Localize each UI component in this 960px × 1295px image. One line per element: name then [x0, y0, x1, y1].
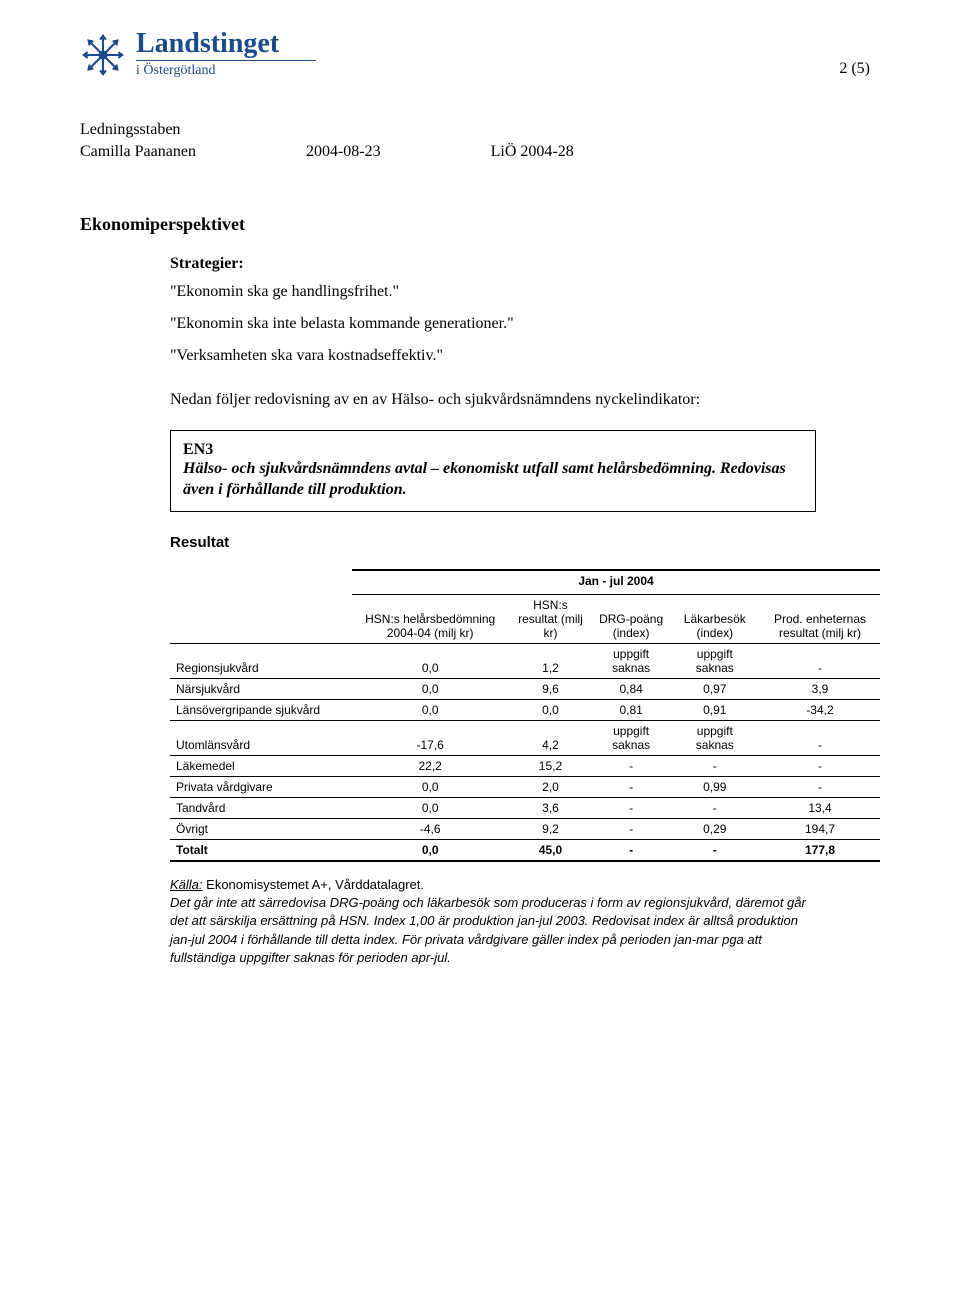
- table-row: Länsövergripande sjukvård0,00,00,810,91-…: [170, 699, 880, 720]
- table-cell: -: [760, 755, 880, 776]
- table-row: Privata vårdgivare0,02,0-0,99-: [170, 776, 880, 797]
- table-row-label: Regionsjukvård: [170, 643, 352, 678]
- table-cell: -4,6: [352, 818, 508, 839]
- table-cell: 13,4: [760, 797, 880, 818]
- table-row-label: Läkemedel: [170, 755, 352, 776]
- table-cell: 2,0: [508, 776, 592, 797]
- table-cell: 0,0: [508, 699, 592, 720]
- table-col-header: [170, 594, 352, 643]
- table-cell: 9,6: [508, 678, 592, 699]
- table-cell: -: [760, 776, 880, 797]
- table-col-header: Läkarbesök (index): [670, 594, 760, 643]
- table-cell: -: [760, 720, 880, 755]
- table-row-label: Länsövergripande sjukvård: [170, 699, 352, 720]
- table-cell: 0,97: [670, 678, 760, 699]
- table-cell: -: [593, 755, 670, 776]
- table-cell: -: [593, 818, 670, 839]
- table-cell: uppgiftsaknas: [593, 720, 670, 755]
- source-text: Ekonomisystemet A+, Vårddatalagret.: [203, 877, 424, 892]
- snowflake-icon: [80, 32, 126, 78]
- table-cell: uppgiftsaknas: [670, 643, 760, 678]
- table-cell: -: [760, 643, 880, 678]
- table-cell: 0,91: [670, 699, 760, 720]
- table-cell: 0,99: [670, 776, 760, 797]
- table-cell: 194,7: [760, 818, 880, 839]
- footnote-body: Det går inte att särredovisa DRG-poäng o…: [170, 895, 806, 965]
- table-cell: -: [670, 797, 760, 818]
- table-col-header: Prod. enheternas resultat (milj kr): [760, 594, 880, 643]
- table-cell: uppgiftsaknas: [593, 643, 670, 678]
- table-row-label: Totalt: [170, 839, 352, 861]
- table-col-header: HSN:s resultat (milj kr): [508, 594, 592, 643]
- table-cell: 0,0: [352, 776, 508, 797]
- table-cell: 0,81: [593, 699, 670, 720]
- resultat-heading: Resultat: [170, 534, 880, 551]
- author: Camilla Paananen: [80, 141, 196, 163]
- section-title: Ekonomiperspektivet: [80, 214, 880, 235]
- org-name: Landstinget: [136, 30, 316, 58]
- table-row: Tandvård0,03,6--13,4: [170, 797, 880, 818]
- doc-header: Ledningsstaben Camilla Paananen 2004-08-…: [80, 119, 880, 164]
- table-row-label: Utomlänsvård: [170, 720, 352, 755]
- table-cell: -17,6: [352, 720, 508, 755]
- table-cell: 177,8: [760, 839, 880, 861]
- table-row-label: Övrigt: [170, 818, 352, 839]
- table-row: Läkemedel22,215,2---: [170, 755, 880, 776]
- org-subname: i Östergötland: [136, 63, 316, 79]
- table-row-label: Tandvård: [170, 797, 352, 818]
- table-cell: 3,6: [508, 797, 592, 818]
- org-logo: Landstinget i Östergötland: [80, 30, 880, 79]
- table-row-label: Privata vårdgivare: [170, 776, 352, 797]
- doc-ref: LiÖ 2004-28: [491, 141, 574, 163]
- table-cell: 3,9: [760, 678, 880, 699]
- table-cell: 0,0: [352, 699, 508, 720]
- table-cell: -34,2: [760, 699, 880, 720]
- footnote: Källa: Ekonomisystemet A+, Vårddatalagre…: [170, 876, 810, 967]
- table-cell: 9,2: [508, 818, 592, 839]
- table-cell: 22,2: [352, 755, 508, 776]
- table-row-label: Närsjukvård: [170, 678, 352, 699]
- table-cell: -: [593, 776, 670, 797]
- table-cell: -: [670, 839, 760, 861]
- table-col-header: HSN:s helårsbedömning 2004-04 (milj kr): [352, 594, 508, 643]
- table-cell: 0,0: [352, 839, 508, 861]
- table-cell: 0,84: [593, 678, 670, 699]
- intro-para: Nedan följer redovisning av en av Hälso-…: [170, 389, 770, 411]
- table-row: Närsjukvård0,09,60,840,973,9: [170, 678, 880, 699]
- indicator-code: EN3: [183, 441, 803, 459]
- table-row: Övrigt-4,69,2-0,29194,7: [170, 818, 880, 839]
- date: 2004-08-23: [306, 141, 381, 163]
- table-cell: 0,0: [352, 678, 508, 699]
- result-table: Jan - jul 2004 HSN:s helårsbedömning 200…: [170, 569, 880, 862]
- strategy-item: "Verksamheten ska vara kostnadseffektiv.…: [170, 347, 880, 365]
- table-cell: 15,2: [508, 755, 592, 776]
- table-cell: 0,0: [352, 643, 508, 678]
- dept: Ledningsstaben: [80, 119, 880, 141]
- table-total-row: Totalt0,045,0--177,8: [170, 839, 880, 861]
- table-cell: 0,29: [670, 818, 760, 839]
- table-cell: 0,0: [352, 797, 508, 818]
- strategy-item: "Ekonomin ska inte belasta kommande gene…: [170, 315, 880, 333]
- table-period: Jan - jul 2004: [352, 570, 880, 595]
- table-cell: uppgiftsaknas: [670, 720, 760, 755]
- indicator-text: Hälso- och sjukvårdsnämndens avtal – eko…: [183, 459, 803, 501]
- table-row: Regionsjukvård0,01,2uppgiftsaknasuppgift…: [170, 643, 880, 678]
- indicator-box: EN3 Hälso- och sjukvårdsnämndens avtal –…: [170, 430, 816, 512]
- table-cell: -: [593, 797, 670, 818]
- table-cell: 1,2: [508, 643, 592, 678]
- table-col-header: DRG-poäng (index): [593, 594, 670, 643]
- page-number: 2 (5): [839, 60, 870, 78]
- table-row: Utomlänsvård-17,64,2uppgiftsaknasuppgift…: [170, 720, 880, 755]
- strategies-title: Strategier:: [170, 255, 880, 273]
- table-cell: -: [593, 839, 670, 861]
- table-cell: 45,0: [508, 839, 592, 861]
- strategy-item: "Ekonomin ska ge handlingsfrihet.": [170, 283, 880, 301]
- table-cell: 4,2: [508, 720, 592, 755]
- source-label: Källa:: [170, 877, 203, 892]
- table-cell: -: [670, 755, 760, 776]
